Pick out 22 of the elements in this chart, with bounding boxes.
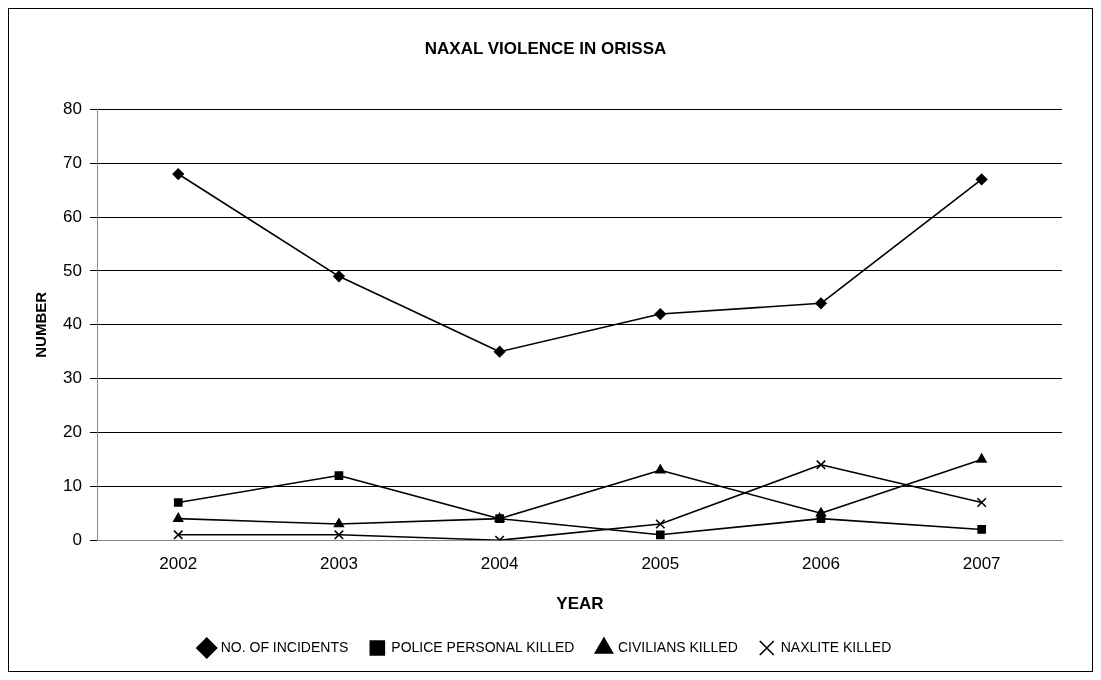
y-tick-label: 10 [62, 476, 82, 496]
x-tick-label: 2004 [480, 554, 519, 574]
y-tick-label: 40 [62, 314, 82, 334]
y-tick-label: 80 [62, 99, 82, 119]
y-axis-title: NUMBER [32, 291, 50, 358]
legend-label: NO. OF INCIDENTS [220, 638, 349, 655]
x-tick-label: 2003 [320, 554, 358, 574]
x-tick-label: 2005 [641, 554, 680, 574]
y-tick-label: 60 [62, 206, 82, 226]
y-tick-label: 50 [62, 260, 82, 280]
x-tick-label: 2007 [962, 554, 1001, 574]
y-tick-label: 70 [62, 152, 82, 172]
legend-label: NAXLITE KILLED [780, 638, 892, 655]
x-tick-label: 2002 [159, 554, 198, 574]
legend-label: POLICE PERSONAL KILLED [391, 638, 575, 655]
x-tick-label: 2006 [802, 554, 840, 574]
y-tick-label: 20 [62, 422, 82, 442]
y-tick-label: 0 [72, 529, 82, 549]
y-tick-label: 30 [62, 368, 82, 388]
legend-label: CIVILIANS KILLED [617, 638, 738, 655]
x-axis-title: YEAR [556, 594, 604, 614]
chart-title: NAXAL VIOLENCE IN ORISSA [424, 38, 667, 58]
